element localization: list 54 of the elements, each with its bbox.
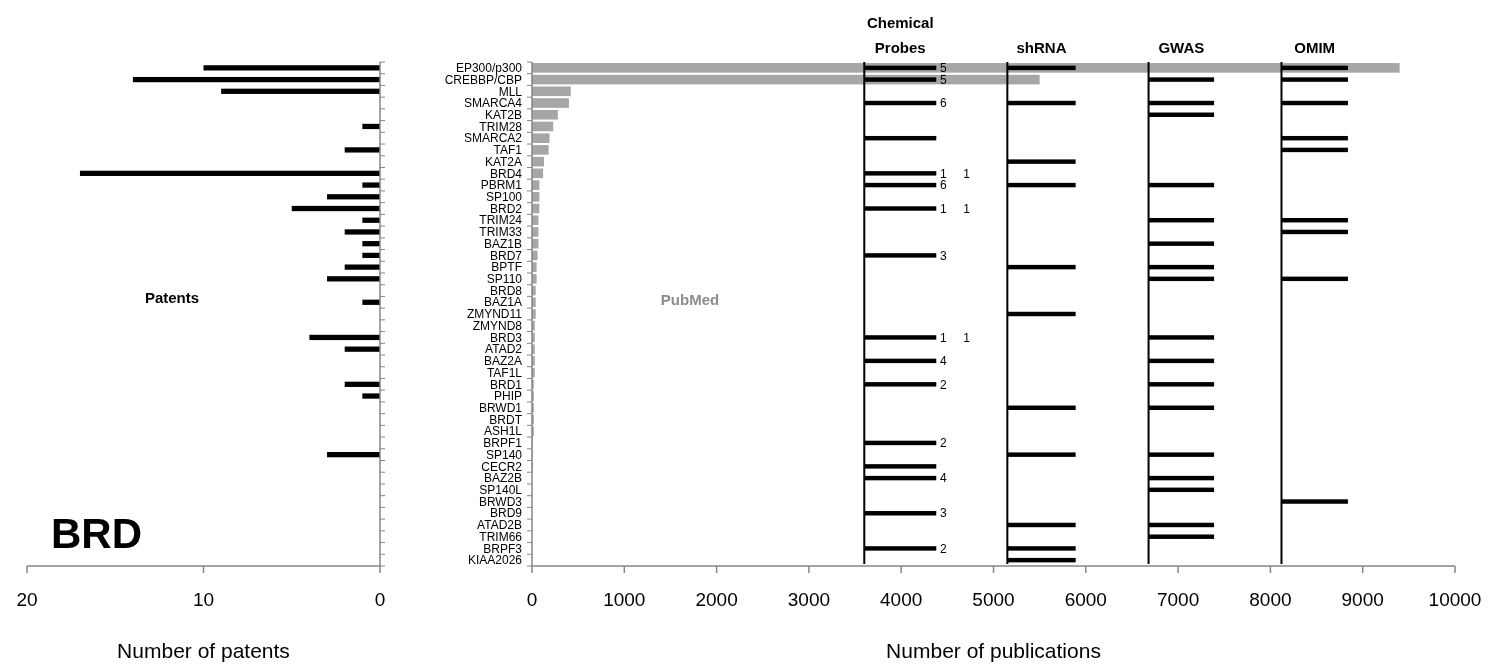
x-axis-title: Number of patents	[117, 639, 290, 662]
annotation: 3	[940, 506, 947, 521]
y-tick-label: ASH1L	[483, 424, 523, 439]
y-tick-label: MLL	[498, 84, 523, 99]
series-label: OMIM	[1294, 39, 1336, 56]
x-tick-label: 10	[192, 589, 215, 610]
x-tick-label: 2000	[695, 589, 738, 610]
annotation: 2	[940, 541, 947, 556]
text: Patents	[144, 289, 200, 307]
x-tick-label: 20	[16, 589, 38, 610]
y-tick-label: KIAA2026	[467, 553, 523, 568]
y-tick-label: TRIM24	[479, 213, 523, 228]
series-label: shRNA	[1016, 39, 1067, 56]
y-tick-label: BRD7	[489, 248, 523, 263]
x-axis-title: Number of publications	[886, 639, 1101, 662]
y-tick-label: BRPF3	[483, 541, 523, 556]
annotation: 1 1	[940, 201, 971, 216]
y-tick-label: BAZ2B	[483, 471, 522, 486]
x-tick-label: 8000	[1249, 589, 1292, 610]
x-tick-label: 6000	[1064, 589, 1107, 610]
annotation: 6	[940, 178, 947, 193]
y-tick-label: BRDT	[489, 412, 523, 427]
text: PubMed	[660, 291, 720, 309]
y-tick-label: ATAD2	[485, 342, 523, 357]
y-tick-label: BRD9	[489, 506, 523, 521]
annotation: 1 1	[940, 330, 971, 345]
annotation: 6	[940, 96, 947, 111]
y-tick-label: CECR2	[481, 459, 523, 474]
annotation: 2	[940, 436, 947, 451]
y-tick-label: BRD4	[489, 166, 523, 181]
x-tick-label: 4000	[880, 589, 923, 610]
annotation: 1 1	[940, 166, 971, 181]
y-tick-label: BRD2	[489, 201, 523, 216]
annotation: 2	[940, 377, 947, 392]
text: BRD	[51, 510, 142, 557]
series-label: GWAS	[1158, 39, 1205, 56]
x-tick-label: 7000	[1156, 589, 1200, 610]
x-tick-label: 9000	[1341, 589, 1384, 610]
y-tick-label: BRD1	[489, 377, 523, 392]
y-tick-label: TRIM28	[479, 119, 523, 134]
y-tick-label: BPTF	[491, 260, 522, 275]
x-tick-label: 3000	[787, 589, 831, 610]
x-tick-label: 0	[526, 589, 538, 610]
x-tick-label: 0	[374, 589, 386, 610]
y-tick-label: SMARCA2	[463, 131, 523, 146]
x-tick-label: 5000	[972, 589, 1015, 610]
x-tick-label: 10000	[1428, 589, 1482, 610]
series-label: Chemical Probes	[866, 14, 934, 56]
annotation: 3	[940, 248, 947, 263]
y-tick-label: BAZ1A	[483, 295, 522, 310]
annotation: 4	[940, 354, 947, 369]
annotation: 4	[940, 471, 947, 486]
x-tick-label: 1000	[603, 589, 646, 610]
y-tick-label: BRD3	[489, 330, 523, 345]
